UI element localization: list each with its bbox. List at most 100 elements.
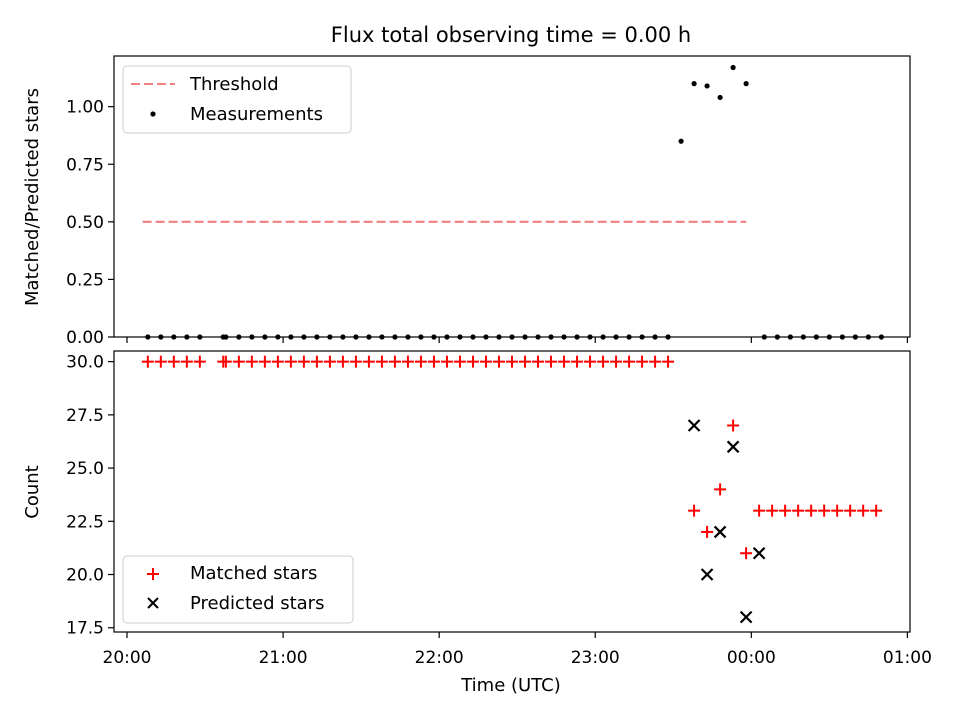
y-tick-label: 1.00 [66,98,104,118]
matched-star-point [506,355,518,368]
matched-star-point [688,504,701,517]
matched-star-point [180,355,193,368]
measurement-point [678,138,684,144]
matched-star-point [610,355,623,368]
predicted-star-point [687,419,701,432]
legend-matched-swatch [147,568,159,580]
matched-star-point [219,355,232,368]
matched-star-point [492,355,505,368]
matched-star-point [323,355,336,368]
matched-star-point [375,355,388,368]
matched-star-point [740,547,753,560]
x-tick-label: 22:00 [415,648,464,668]
matched-star-point [154,355,167,368]
predicted-star-point [752,546,766,560]
y-tick-label: 30.0 [66,353,104,373]
matched-star-point [310,355,323,368]
matched-star-point [792,504,805,517]
y-tick-label: 0.25 [66,270,104,290]
matched-star-point [297,355,310,368]
matched-star-point [284,355,297,368]
top-y-ticks: 0.00 0.25 0.50 0.75 1.00 [66,98,114,348]
top-legend: Threshold Measurements [122,65,352,134]
matched-star-point [258,355,271,368]
matched-star-point [427,355,440,368]
matched-star-point [558,355,571,368]
measurement-point [691,81,697,87]
matched-star-point [701,525,714,538]
top-y-axis-label: Matched/Predicted stars [22,88,43,306]
predicted-star-point [726,440,740,454]
y-tick-label: 22.5 [66,512,104,532]
matched-star-point [245,355,258,368]
matched-star-point [766,504,779,517]
legend-matched-label: Matched stars [190,563,317,584]
matched-star-point [271,355,284,368]
measurement-point [730,64,736,71]
matched-star-point [401,355,414,368]
matched-star-point [714,483,727,496]
x-tick-label: 00:00 [727,648,776,668]
matched-star-point [479,355,492,368]
matched-star-point [193,355,206,368]
matched-star-point [349,355,362,368]
matched-star-point [857,504,870,517]
matched-star-point [466,355,479,368]
matched-star-point [727,419,740,432]
y-tick-label: 17.5 [66,619,104,639]
matched-star-point [440,355,453,368]
matched-star-point [545,355,558,368]
matched-star-point [141,355,154,368]
legend-threshold-label: Threshold [189,74,279,95]
bottom-axes-frame [113,350,911,633]
top-legend-box [122,65,352,134]
y-tick-label: 27.5 [66,406,104,426]
matched-star-point [336,355,349,368]
bottom-y-axis-label: Count [22,465,43,518]
matched-star-point [414,355,427,368]
bottom-legend-box [122,555,354,624]
matched-star-point [597,355,610,368]
x-axis-label: Time (UTC) [460,675,561,696]
top-panel: 0.00 0.25 0.50 0.75 1.00 Matched/Predicted s… [22,55,911,348]
legend-measurements-label: Measurements [190,104,323,125]
y-tick-label: 0.00 [66,328,104,348]
matched-star-point [362,355,375,368]
chart-title: Flux total observing time = 0.00 h [331,23,691,47]
y-tick-label: 20.0 [66,566,104,586]
predicted-star-point [739,610,753,624]
bottom-x-ticks: 20:00 21:00 22:00 23:00 00:00 01:00 [103,632,932,668]
measurement-point [717,94,723,101]
matched-star-point [649,355,662,368]
matched-star-point [779,504,792,517]
x-tick-label: 23:00 [571,648,620,668]
legend-predicted-swatch [147,597,159,609]
matched-star-point [388,355,401,368]
matched-star-point [818,504,831,517]
bottom-legend: Matched stars Predicted stars [122,555,354,624]
x-tick-label: 21:00 [259,648,308,668]
matched-star-point [831,504,844,517]
matched-star-point [167,355,180,368]
bottom-y-ticks: 17.5 20.0 22.5 25.0 27.5 30.0 [66,353,114,639]
matched-star-point [584,355,597,368]
bottom-series-layer [141,355,883,624]
matched-star-point [805,504,818,517]
matched-star-point [571,355,584,368]
x-tick-label: 01:00 [883,648,932,668]
matched-star-point [453,355,466,368]
bottom-panel: 17.5 20.0 22.5 25.0 27.5 30.0 20:00 21:00 22:00… [22,350,932,696]
matched-star-point [519,355,532,368]
top-x-ticks [126,337,908,343]
matched-star-point [753,504,766,517]
measurement-point [704,83,710,89]
matched-star-point [870,504,883,517]
matched-star-point [844,504,857,517]
matched-star-point [636,355,649,368]
y-tick-label: 0.50 [66,213,104,233]
measurement-point [743,81,749,87]
y-tick-label: 0.75 [66,155,104,175]
matched-star-point [532,355,545,368]
